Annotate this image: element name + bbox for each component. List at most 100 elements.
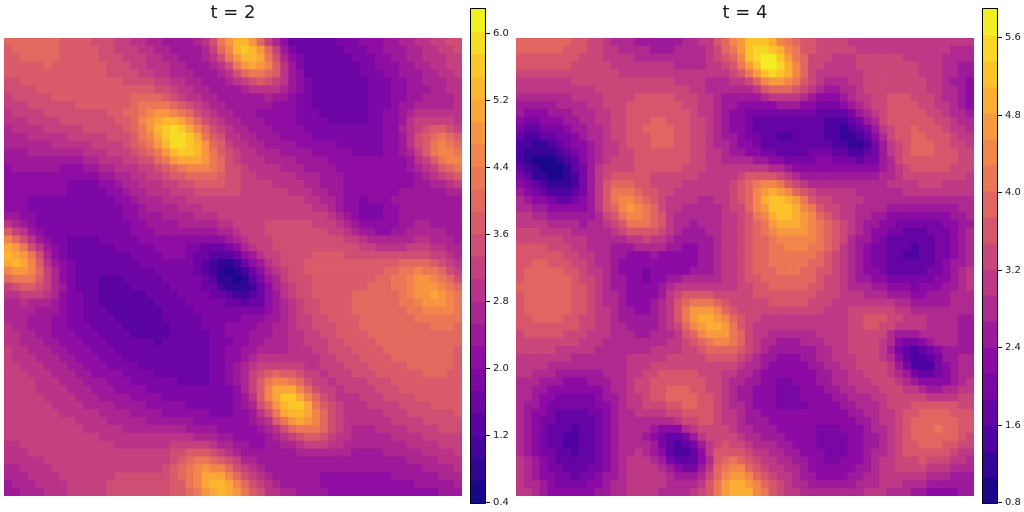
heatmap-cell (335, 148, 345, 158)
heatmap-cell (233, 124, 242, 134)
heatmap-cell (225, 61, 234, 71)
heatmap-cell (808, 116, 817, 126)
heatmap-cell (934, 77, 944, 86)
heatmap-cell (792, 101, 801, 110)
heatmap-cell (177, 456, 187, 466)
heatmap-cell (138, 377, 147, 387)
heatmap-cell (414, 448, 424, 458)
heatmap-cell (233, 464, 242, 473)
heatmap-cell (51, 235, 60, 244)
heatmap-cell (161, 401, 171, 410)
heatmap-cell (539, 180, 549, 189)
heatmap-cell (67, 69, 76, 79)
heatmap-cell (272, 353, 281, 363)
heatmap-cell (375, 322, 384, 331)
heatmap-cell (579, 53, 588, 63)
heatmap-cell (75, 385, 84, 394)
heatmap-cell (225, 401, 234, 410)
heatmap-cell (531, 180, 541, 189)
heatmap-cell (209, 385, 218, 394)
heatmap-cell (375, 101, 384, 110)
heatmap-cell (359, 203, 368, 213)
heatmap-cell (75, 298, 84, 308)
heatmap-cell (272, 401, 281, 410)
heatmap-cell (240, 456, 250, 466)
heatmap-cell (895, 164, 904, 173)
heatmap-cell (98, 195, 108, 205)
heatmap-cell (169, 45, 179, 55)
heatmap-cell (280, 148, 289, 158)
heatmap-cell (422, 401, 432, 410)
heatmap-cell (296, 440, 305, 450)
heatmap-cell (43, 188, 52, 197)
heatmap-cell (177, 109, 187, 118)
heatmap-cell (67, 314, 76, 323)
heatmap-cell (4, 219, 13, 229)
heatmap-cell (847, 124, 857, 134)
heatmap-cell (240, 345, 250, 355)
heatmap-cell (855, 164, 865, 173)
heatmap-cell (375, 211, 384, 221)
heatmap-cell (454, 61, 462, 71)
heatmap-cell (185, 259, 195, 268)
heatmap-cell (27, 259, 37, 268)
heatmap-cell (910, 69, 920, 79)
heatmap-cell (114, 314, 124, 323)
heatmap-cell (106, 314, 116, 323)
heatmap-cell (808, 227, 817, 237)
heatmap-cell (887, 124, 896, 134)
heatmap-cell (169, 148, 179, 158)
heatmap-cell (67, 345, 76, 355)
heatmap-cell (406, 409, 416, 418)
heatmap-cell (926, 124, 936, 134)
heatmap-cell (539, 227, 549, 237)
heatmap-cell (887, 156, 896, 165)
heatmap-cell (335, 353, 345, 363)
heatmap-cell (650, 235, 659, 244)
heatmap-cell (398, 314, 408, 323)
heatmap-cell (414, 235, 424, 244)
heatmap-cell (264, 290, 274, 300)
heatmap-cell (563, 188, 572, 197)
heatmap-cell (304, 377, 313, 387)
heatmap-cell (367, 219, 376, 229)
heatmap-cell (35, 385, 45, 394)
heatmap-cell (272, 101, 281, 110)
heatmap-cell (446, 148, 455, 158)
heatmap-cell (240, 93, 250, 102)
colorbar-level (471, 345, 485, 369)
heatmap-cell (193, 219, 203, 229)
heatmap-cell (673, 235, 683, 244)
heatmap-cell (75, 282, 84, 292)
heatmap-cell (146, 314, 155, 323)
heatmap-cell (82, 409, 92, 418)
heatmap-cell (311, 219, 321, 229)
heatmap-cell (737, 124, 746, 134)
heatmap-cell (383, 464, 392, 473)
heatmap-cell (579, 203, 588, 213)
heatmap-cell (729, 148, 738, 158)
heatmap-cell (82, 488, 92, 496)
heatmap-cell (304, 38, 313, 47)
heatmap-cell (602, 101, 612, 110)
heatmap-cell (383, 53, 392, 63)
heatmap-cell (122, 227, 131, 237)
heatmap-cell (138, 274, 147, 284)
heatmap-cell (689, 85, 699, 94)
heatmap-cell (225, 290, 234, 300)
heatmap-cell (831, 227, 841, 237)
heatmap-cell (792, 124, 801, 134)
heatmap-cell (154, 393, 163, 402)
heatmap-cell (618, 101, 628, 110)
heatmap-cell (59, 472, 68, 481)
heatmap-cell (335, 85, 345, 94)
heatmap-cell (823, 77, 833, 86)
heatmap-cell (35, 188, 45, 197)
heatmap-cell (288, 345, 297, 355)
heatmap-cell (950, 156, 959, 165)
heatmap-cell (855, 219, 865, 229)
heatmap-cell (918, 109, 928, 118)
heatmap-cell (855, 69, 865, 79)
heatmap-cell (689, 109, 699, 118)
heatmap-cell (367, 188, 376, 197)
